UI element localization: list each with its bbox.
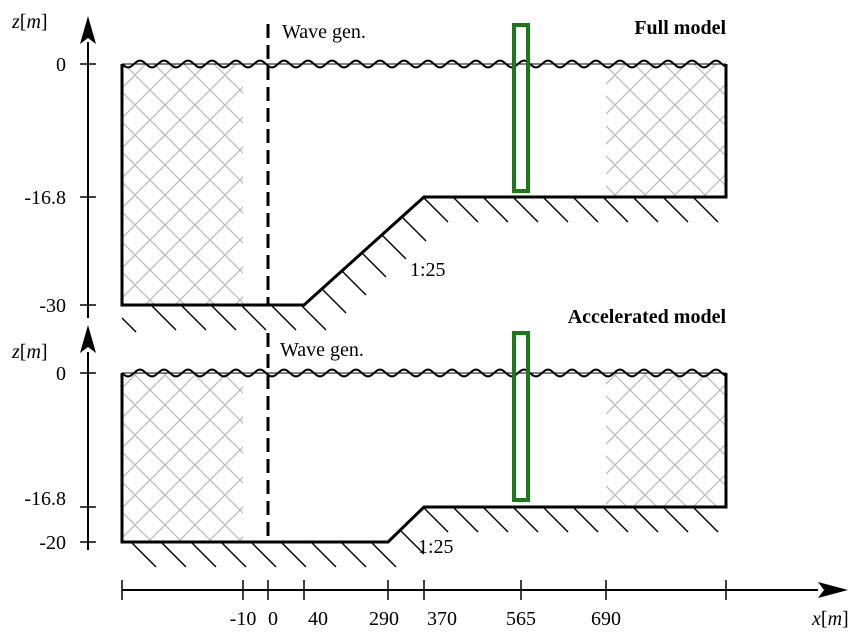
y-axis-label: z[m] xyxy=(11,341,48,363)
y-axis-label: z[m] xyxy=(11,11,48,33)
domain-boundary xyxy=(120,373,728,544)
y-axis-arrow xyxy=(80,16,96,44)
y-axis-arrow xyxy=(80,325,96,353)
panel-full-model: z[m] 0 -16.8 -30 xyxy=(11,11,728,333)
x-axis-label: x[m] xyxy=(811,608,849,630)
x-tick-label: 370 xyxy=(427,608,457,630)
x-tick-label: -10 xyxy=(230,608,257,630)
x-tick-label: 0 xyxy=(268,608,278,630)
wave-generator-label: Wave gen. xyxy=(282,21,366,43)
wave-surface xyxy=(121,368,727,378)
y-tick-label: -20 xyxy=(39,532,66,554)
absorbing-zone-right xyxy=(606,373,726,507)
wave-surface xyxy=(121,59,727,69)
y-tick-label: -30 xyxy=(39,295,66,317)
wave-generator-label: Wave gen. xyxy=(280,339,364,361)
gauge-marker xyxy=(512,23,530,193)
x-tick-label: 40 xyxy=(308,608,328,630)
seabed-hatching xyxy=(131,507,719,568)
panel-accelerated-model: z[m] 0 -16.8 -20 xyxy=(11,306,728,568)
panel-title: Full model xyxy=(634,17,726,39)
absorbing-zone-left xyxy=(122,373,243,542)
domain-boundary xyxy=(120,64,728,307)
absorbing-zone-right xyxy=(606,64,726,197)
slope-label: 1:25 xyxy=(410,259,446,281)
gauge-marker xyxy=(512,331,530,502)
x-tick-label: 690 xyxy=(591,608,621,630)
panel-title: Accelerated model xyxy=(568,306,727,328)
x-axis-arrow xyxy=(818,582,848,598)
x-axis: -10 0 40 290 370 565 690 x[m] xyxy=(121,580,849,630)
x-tick-label: 290 xyxy=(369,608,399,630)
absorbing-zone-left xyxy=(122,64,243,305)
y-tick-label: 0 xyxy=(56,363,66,385)
y-tick-label: -16.8 xyxy=(24,488,66,510)
x-tick-label: 565 xyxy=(506,608,536,630)
slope-label: 1:25 xyxy=(418,536,454,558)
y-tick-label: -16.8 xyxy=(24,187,66,209)
y-tick-label: 0 xyxy=(56,54,66,76)
seabed-hatching xyxy=(121,197,719,333)
